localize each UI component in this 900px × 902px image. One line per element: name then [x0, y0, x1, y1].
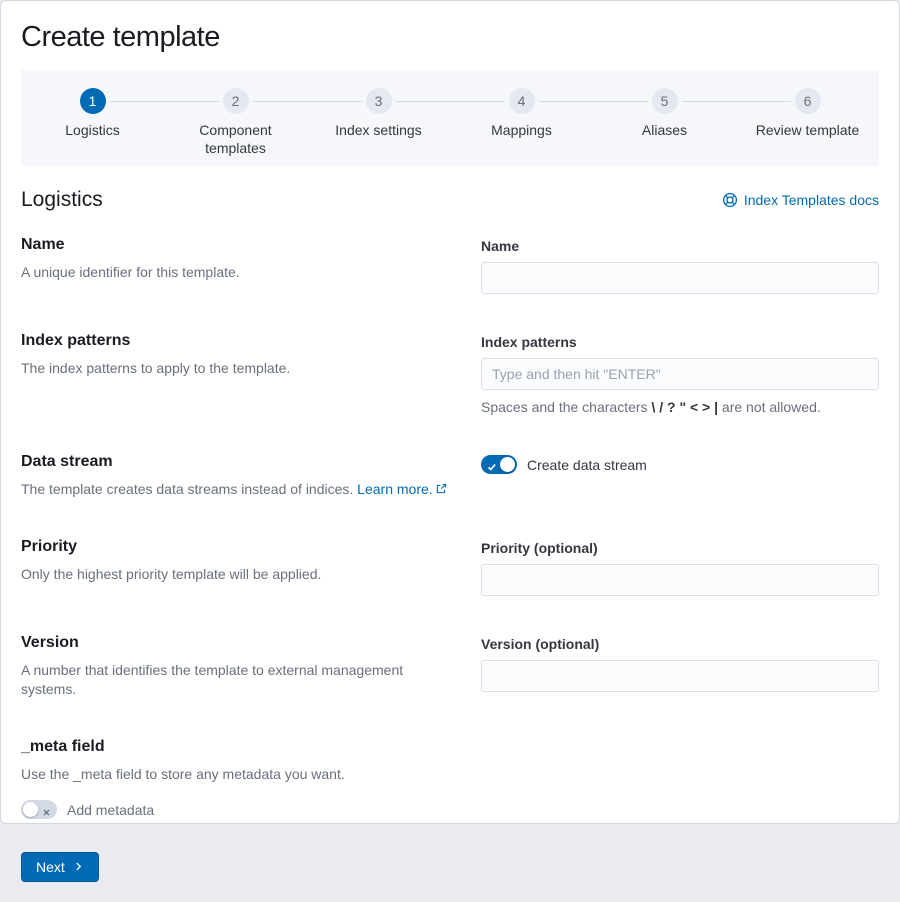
step-connector	[109, 101, 164, 102]
section-header: Logistics Index Templates docs	[1, 166, 899, 236]
toggle-knob	[500, 457, 515, 472]
step-connector	[252, 101, 307, 102]
index-patterns-row-title: Index patterns	[21, 332, 131, 349]
version-row-title: Version	[21, 633, 79, 651]
version-field-label: Version (optional)	[481, 635, 600, 652]
data-stream-row-description: The template creates data streams instea…	[21, 480, 461, 500]
index-templates-docs-link[interactable]: Index Templates docs	[722, 192, 879, 208]
name-field-label: Name	[481, 238, 520, 254]
step-label: Review template	[755, 122, 860, 138]
name-row-title: Name	[21, 236, 65, 253]
external-link-icon	[436, 480, 447, 500]
step-label: Mappings	[491, 122, 552, 138]
priority-field-label: Priority (optional)	[481, 539, 598, 556]
step-component-templates[interactable]: 2 Component templates	[164, 70, 307, 166]
step-number-badge: 3	[365, 88, 392, 114]
step-connector	[538, 101, 593, 102]
index-patterns-field-group: Index patterns Spaces and the characters…	[481, 332, 879, 415]
name-row: Name A unique identifier for this templa…	[21, 236, 879, 294]
priority-field-group: Priority (optional)	[481, 538, 879, 596]
create-data-stream-toggle[interactable]	[481, 455, 517, 474]
docs-link-label: Index Templates docs	[743, 192, 879, 208]
name-field-group: Name	[481, 236, 879, 294]
step-review-template[interactable]: 6 Review template	[736, 70, 879, 166]
chevron-right-icon	[73, 859, 84, 875]
index-patterns-input[interactable]	[481, 358, 879, 390]
name-descriptor: Name A unique identifier for this templa…	[21, 236, 461, 294]
section-title: Logistics	[21, 188, 103, 211]
index-patterns-descriptor: Index patterns The index patterns to app…	[21, 332, 461, 415]
step-number-badge: 2	[222, 88, 249, 114]
step-number-badge: 1	[79, 88, 106, 114]
check-icon	[487, 459, 497, 477]
data-stream-field-group: Create data stream	[481, 453, 879, 500]
step-label: Index settings	[335, 122, 422, 138]
priority-row-description: Only the highest priority template will …	[21, 565, 322, 582]
priority-row: Priority Only the highest priority templ…	[21, 538, 879, 596]
step-label: Component templates	[199, 122, 272, 157]
add-metadata-toggle[interactable]	[21, 800, 57, 822]
create-data-stream-switch-row[interactable]: Create data stream	[481, 455, 647, 474]
meta-field-row-title: _meta field	[21, 737, 105, 755]
data-stream-row: Data stream The template creates data st…	[21, 453, 879, 500]
step-connector	[307, 101, 362, 102]
step-connector	[450, 101, 505, 102]
index-patterns-help-text: Spaces and the characters \ / ? " < > | …	[481, 399, 821, 415]
wizard-steps: 1 Logistics 2 Component templates 3 Inde…	[21, 70, 879, 166]
step-label: Logistics	[65, 122, 120, 138]
add-metadata-switch-row[interactable]: Add metadata	[21, 800, 155, 822]
step-number-badge: 5	[651, 88, 678, 114]
step-connector	[164, 101, 219, 102]
add-metadata-label: Add metadata	[67, 801, 155, 818]
step-connector	[736, 101, 791, 102]
index-patterns-row-description: The index patterns to apply to the templ…	[21, 360, 291, 376]
learn-more-link[interactable]: Learn more.	[357, 481, 433, 497]
name-input[interactable]	[481, 262, 879, 294]
step-number-badge: 6	[794, 88, 821, 114]
priority-row-title: Priority	[21, 537, 78, 555]
help-life-ring-icon	[722, 192, 738, 208]
meta-field-descriptor: _meta field Use the _meta field to store…	[21, 738, 879, 825]
version-input[interactable]	[481, 659, 879, 692]
step-connector	[681, 101, 736, 102]
next-button[interactable]: Next	[21, 852, 99, 883]
step-connector	[395, 101, 450, 102]
meta-field-row-description: Use the _meta field to store any metadat…	[21, 765, 345, 782]
index-patterns-row: Index patterns The index patterns to app…	[21, 332, 879, 415]
step-aliases[interactable]: 5 Aliases	[593, 70, 736, 166]
data-stream-row-title: Data stream	[21, 453, 113, 470]
data-stream-descriptor: Data stream The template creates data st…	[21, 453, 461, 500]
meta-field-row: _meta field Use the _meta field to store…	[21, 738, 879, 825]
step-connector	[593, 101, 648, 102]
index-patterns-field-label: Index patterns	[481, 334, 577, 350]
version-field-group: Version (optional)	[481, 634, 879, 700]
step-label: Aliases	[641, 122, 688, 138]
step-logistics[interactable]: 1 Logistics	[21, 70, 164, 166]
wizard-footer: Next	[1, 848, 899, 902]
step-index-settings[interactable]: 3 Index settings	[307, 70, 450, 166]
page-header: Create template	[1, 1, 899, 70]
page-title: Create template	[21, 21, 220, 53]
toggle-knob	[23, 802, 38, 818]
name-row-description: A unique identifier for this template.	[21, 264, 240, 280]
cross-icon	[42, 804, 51, 822]
step-number-badge: 4	[508, 88, 535, 114]
priority-descriptor: Priority Only the highest priority templ…	[21, 538, 461, 596]
version-row-description: A number that identifies the template to…	[21, 661, 404, 698]
disallowed-characters: \ / ? " < > |	[651, 399, 719, 415]
version-descriptor: Version A number that identifies the tem…	[21, 634, 461, 700]
priority-input[interactable]	[481, 563, 879, 596]
version-row: Version A number that identifies the tem…	[21, 634, 879, 700]
create-data-stream-label: Create data stream	[527, 456, 647, 473]
step-mappings[interactable]: 4 Mappings	[450, 70, 593, 166]
logistics-form: Name A unique identifier for this templa…	[1, 236, 899, 824]
next-button-label: Next	[36, 859, 65, 876]
